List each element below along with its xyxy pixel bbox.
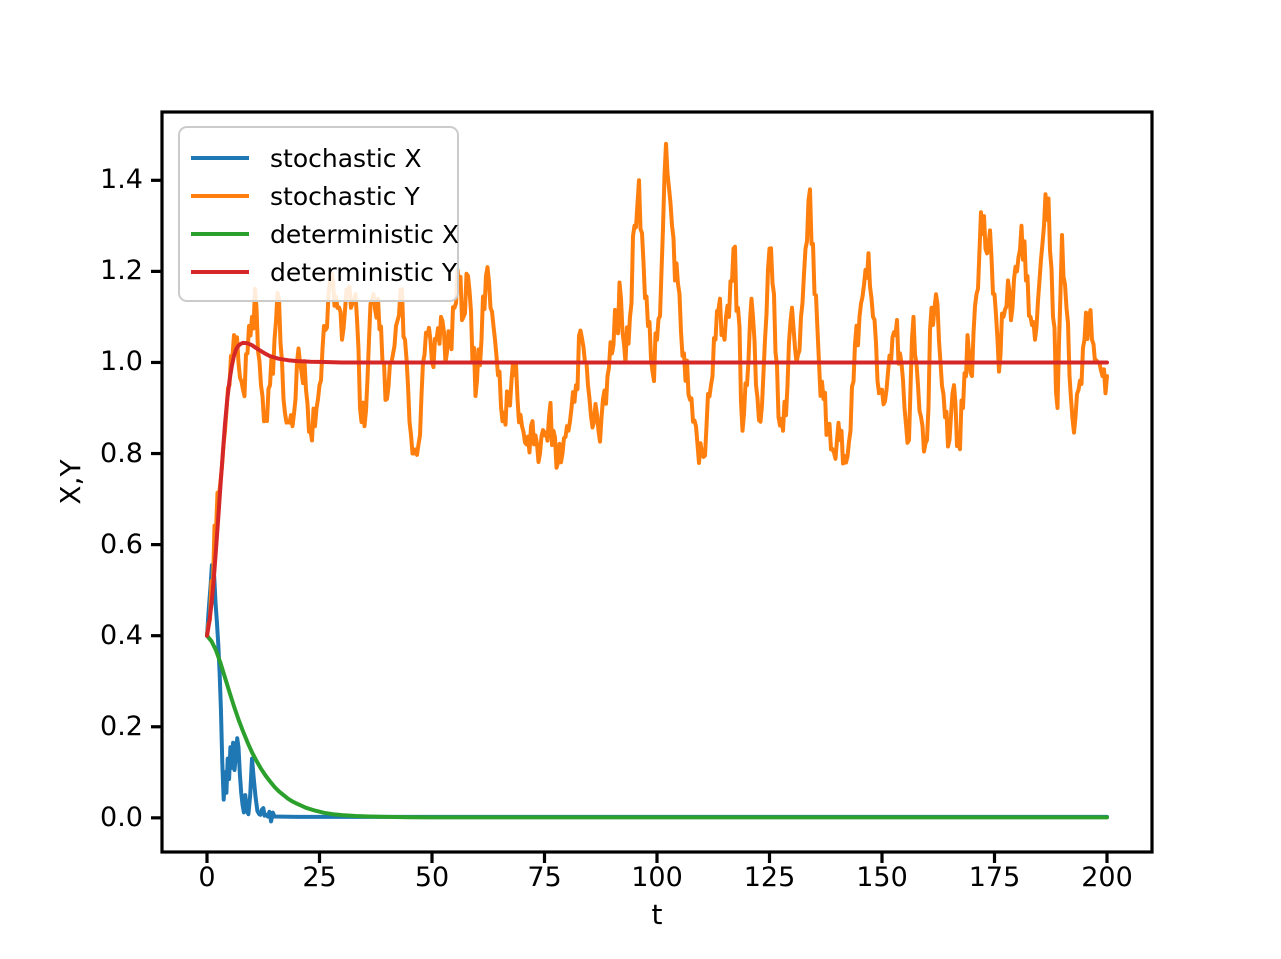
y-tick-label: 0.0	[100, 801, 143, 833]
legend-label: deterministic Y	[270, 257, 458, 287]
legend-label: stochastic Y	[270, 181, 420, 211]
legend-item-deterministic-x: deterministic X	[190, 215, 459, 253]
series-line-deterministic-y	[205, 340, 1109, 638]
x-tick-label: 150	[856, 862, 908, 893]
x-tick-label: 100	[631, 862, 683, 893]
y-tick-label: 1.0	[100, 346, 143, 378]
legend-label: stochastic X	[270, 143, 422, 173]
y-tick-label: 0.2	[100, 710, 143, 742]
x-tick-label: 50	[414, 862, 450, 893]
x-tick-label: 125	[743, 862, 796, 893]
series-line-stochastic-y	[205, 141, 1109, 638]
legend-item-stochastic-y: stochastic Y	[190, 177, 449, 215]
legend-item-deterministic-y: deterministic Y	[190, 253, 457, 291]
y-tick-label: 1.2	[100, 255, 143, 287]
series-line-stochastic-x	[205, 563, 1109, 824]
legend-line-sample-stochastic-y	[191, 193, 249, 199]
legend: stochastic X stochastic Y deterministic X d…	[178, 126, 459, 302]
x-axis-label: t	[651, 898, 663, 931]
y-tick-label: 0.6	[100, 528, 143, 560]
x-tick-label: 75	[527, 862, 562, 893]
legend-line-sample-deterministic-x	[191, 231, 249, 237]
y-tick-label: 1.4	[100, 164, 143, 196]
x-tick-label: 200	[1081, 862, 1133, 893]
x-tick-label: 25	[302, 862, 337, 893]
y-tick-label: 0.4	[100, 619, 143, 651]
legend-line-sample-deterministic-y	[191, 269, 249, 275]
legend-line-sample-stochastic-x	[191, 155, 249, 161]
y-tick-label: 0.8	[100, 437, 143, 469]
x-tick-label: 175	[968, 862, 1021, 893]
series-line-deterministic-x	[205, 633, 1109, 820]
x-tick-label: 0	[198, 862, 216, 893]
legend-item-stochastic-x: stochastic X	[190, 139, 449, 177]
legend-label: deterministic X	[270, 219, 459, 249]
